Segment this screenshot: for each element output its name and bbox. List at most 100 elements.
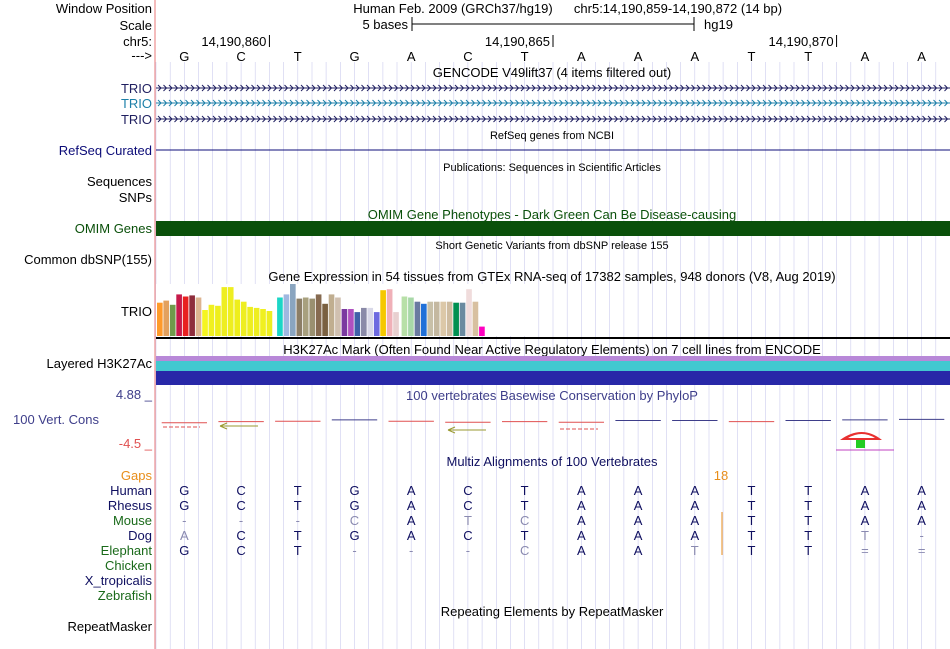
alignment-base[interactable]: A	[577, 543, 586, 558]
gtex-tissue-bar[interactable]	[277, 297, 283, 337]
alignment-base[interactable]: A	[917, 483, 926, 498]
gtex-tissue-bar[interactable]	[348, 309, 354, 336]
alignment-base[interactable]: A	[690, 483, 699, 498]
gtex-tissue-bar[interactable]	[433, 301, 440, 336]
repeatmasker-label[interactable]: RepeatMasker	[67, 619, 152, 634]
gtex-tissue-bar[interactable]	[315, 294, 322, 336]
alignment-base[interactable]: -	[409, 543, 413, 558]
alignment-base[interactable]: A	[690, 498, 699, 513]
omim-phenotype-bar[interactable]	[156, 221, 950, 236]
ruler-base[interactable]: A	[407, 49, 416, 64]
gtex-tissue-bar[interactable]	[421, 303, 427, 336]
gtex-tissue-bar[interactable]	[240, 301, 247, 336]
alignment-base[interactable]: T	[294, 498, 302, 513]
alignment-base[interactable]: A	[407, 483, 416, 498]
gtex-tissue-bar[interactable]	[393, 312, 399, 336]
gtex-tissue-bar[interactable]	[328, 294, 335, 336]
species-label[interactable]: Zebrafish	[98, 588, 152, 603]
alignment-base[interactable]: A	[917, 498, 926, 513]
ruler-base[interactable]: A	[861, 49, 870, 64]
alignment-base[interactable]: T	[464, 513, 472, 528]
gtex-tissue-bar[interactable]	[227, 287, 234, 336]
species-bases[interactable]: G C T G A C T A A A T T A AG C T G A C T A A A T T A A- - - C A T C A A A T T…	[179, 483, 926, 558]
gtex-tissue-bar[interactable]	[253, 307, 260, 336]
alignment-base[interactable]: T	[804, 513, 812, 528]
gtex-tissue-bar[interactable]	[322, 303, 328, 336]
alignment-base[interactable]: -	[466, 543, 470, 558]
alignment-base[interactable]: C	[463, 498, 472, 513]
alignment-base[interactable]: T	[294, 543, 302, 558]
ruler-base[interactable]: A	[634, 49, 643, 64]
ruler-base[interactable]: T	[294, 49, 302, 64]
alignment-base[interactable]: T	[748, 528, 756, 543]
gtex-tissue-bar[interactable]	[202, 310, 208, 336]
alignment-base[interactable]: C	[520, 513, 529, 528]
gtex-tissue-bar[interactable]	[189, 295, 195, 336]
h3k27ac-layer[interactable]	[156, 371, 950, 385]
alignment-base[interactable]: G	[179, 543, 189, 558]
gtex-bars[interactable]	[157, 284, 485, 336]
alignment-base[interactable]: A	[861, 513, 870, 528]
gtex-tissue-bar[interactable]	[182, 296, 189, 337]
species-labels[interactable]: HumanRhesusMouseDogElephantChickenX_trop…	[85, 483, 153, 603]
gtex-tissue-bar[interactable]	[290, 284, 296, 336]
alignment-base[interactable]: A	[690, 528, 699, 543]
multiz-title[interactable]: Multiz Alignments of 100 Vertebrates	[446, 454, 658, 469]
alignment-base[interactable]: C	[236, 483, 245, 498]
alignment-base[interactable]: A	[634, 543, 643, 558]
alignment-base[interactable]: -	[182, 513, 186, 528]
alignment-base[interactable]: T	[804, 528, 812, 543]
gtex-tissue-bar[interactable]	[446, 301, 453, 336]
gtex-tissue-bar[interactable]	[440, 301, 447, 336]
alignment-base[interactable]: A	[407, 498, 416, 513]
gtex-tissue-bar[interactable]	[414, 301, 421, 336]
species-label[interactable]: X_tropicalis	[85, 573, 153, 588]
alignment-base[interactable]: C	[236, 498, 245, 513]
gtex-tissue-bar[interactable]	[373, 312, 380, 336]
alignment-base[interactable]: A	[634, 513, 643, 528]
alignment-base[interactable]: C	[236, 543, 245, 558]
gencode-title[interactable]: GENCODE V49lift37 (4 items filtered out)	[433, 65, 671, 80]
gtex-tissue-bar[interactable]	[335, 297, 341, 337]
species-label[interactable]: Mouse	[113, 513, 152, 528]
gtex-title[interactable]: Gene Expression in 54 tissues from GTEx …	[268, 269, 835, 284]
gtex-tissue-bar[interactable]	[234, 299, 241, 336]
gtex-tissue-bar[interactable]	[401, 296, 408, 337]
gtex-tissue-bar[interactable]	[408, 297, 414, 337]
phylop-title[interactable]: 100 vertebrates Basewise Conservation by…	[406, 388, 698, 403]
ruler-base[interactable]: C	[236, 49, 245, 64]
alignment-base[interactable]: G	[179, 498, 189, 513]
gencode-track-label[interactable]: TRIO	[121, 96, 152, 111]
ruler-base[interactable]: C	[463, 49, 472, 64]
ruler-base[interactable]: G	[349, 49, 359, 64]
gtex-tissue-bar[interactable]	[386, 289, 393, 336]
gtex-tissue-bar[interactable]	[453, 302, 459, 336]
alignment-base[interactable]: A	[407, 528, 416, 543]
alignment-base[interactable]: A	[180, 528, 189, 543]
gtex-tissue-bar[interactable]	[309, 298, 316, 336]
gtex-tissue-bar[interactable]	[296, 298, 303, 336]
alignment-base[interactable]: A	[861, 483, 870, 498]
ruler-base[interactable]: A	[577, 49, 586, 64]
refseq-label[interactable]: RefSeq Curated	[59, 143, 152, 158]
gtex-tissue-bar[interactable]	[354, 312, 361, 336]
alignment-base[interactable]: T	[521, 483, 529, 498]
gtex-label[interactable]: TRIO	[121, 304, 152, 319]
ruler-base[interactable]: T	[748, 49, 756, 64]
position-range[interactable]: chr5:14,190,859-14,190,872 (14 bp)	[574, 1, 782, 16]
alignment-base[interactable]: C	[236, 528, 245, 543]
alignment-base[interactable]: G	[179, 483, 189, 498]
h3k27ac-layers[interactable]	[156, 356, 950, 385]
h3k27ac-label[interactable]: Layered H3K27Ac	[46, 356, 152, 371]
h3k27ac-title[interactable]: H3K27Ac Mark (Often Found Near Active Re…	[283, 342, 821, 357]
gap-count[interactable]: 18	[714, 468, 728, 483]
ruler-base[interactable]: G	[179, 49, 189, 64]
alignment-base[interactable]: A	[861, 498, 870, 513]
alignment-base[interactable]: -	[352, 543, 356, 558]
h3k27ac-layer[interactable]	[156, 356, 950, 361]
species-label[interactable]: Chicken	[105, 558, 152, 573]
gtex-tissue-bar[interactable]	[208, 304, 215, 336]
gtex-tissue-bar[interactable]	[479, 326, 485, 336]
gtex-tissue-bar[interactable]	[380, 290, 386, 336]
